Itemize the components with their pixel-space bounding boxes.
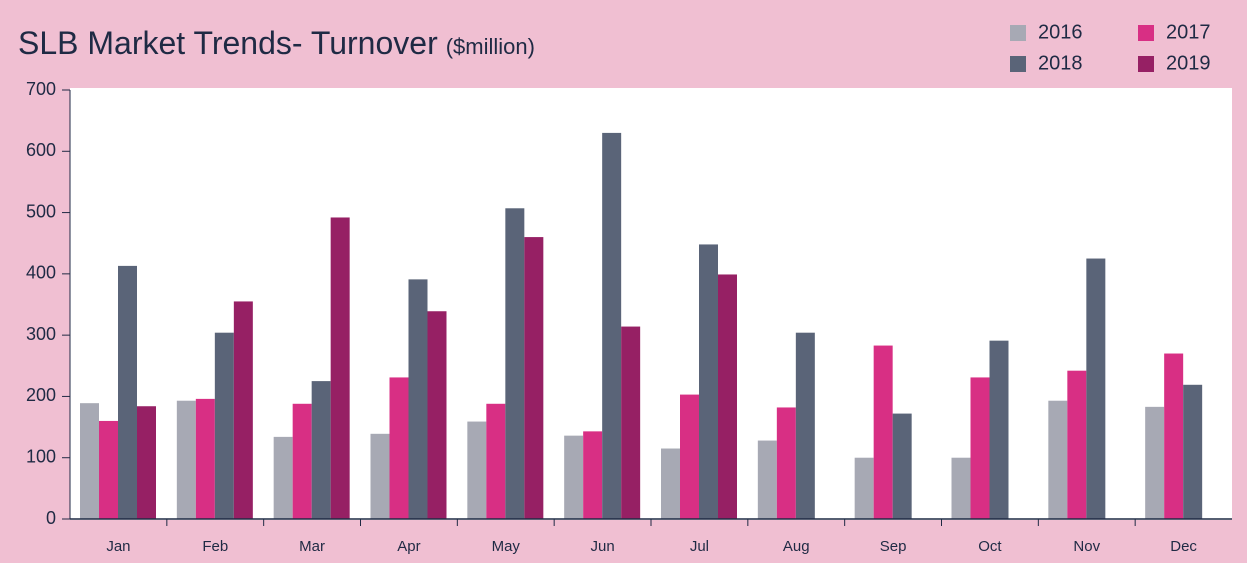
bar [1048, 400, 1068, 519]
legend-swatch [1010, 25, 1026, 41]
bar [795, 332, 815, 519]
x-tick-label: Sep [880, 538, 907, 555]
bar [99, 420, 118, 519]
bar [467, 421, 487, 519]
bar [970, 377, 990, 519]
y-tick-label: 100 [26, 446, 56, 466]
x-tick-label: Feb [202, 538, 228, 555]
y-tick-label: 700 [26, 79, 56, 99]
bar [524, 237, 544, 520]
bar [408, 279, 428, 519]
bar [292, 403, 312, 519]
plot-area [70, 88, 1232, 520]
y-tick-label: 500 [26, 201, 56, 221]
y-tick-label: 200 [26, 385, 56, 405]
x-tick-label: Jun [590, 538, 614, 555]
bar [564, 435, 584, 519]
bar [214, 332, 234, 519]
bar [621, 326, 641, 519]
bar [1164, 353, 1184, 519]
bar [1145, 406, 1165, 519]
bar [661, 448, 680, 519]
bar [1183, 384, 1203, 519]
bar [80, 403, 99, 519]
unit: ($million) [446, 34, 535, 59]
x-tick-label: May [492, 538, 521, 555]
bar [427, 311, 447, 519]
bar [195, 398, 215, 519]
bar [486, 403, 506, 519]
bar [137, 406, 156, 519]
bar [273, 436, 293, 519]
bar [989, 340, 1009, 519]
bar [118, 265, 137, 519]
legend-label: 2018 [1038, 52, 1083, 74]
y-tick-label: 400 [26, 263, 56, 283]
bar [505, 208, 525, 519]
x-tick-label: Mar [299, 538, 325, 555]
x-tick-label: Jul [690, 538, 709, 555]
bar [330, 217, 350, 519]
y-tick-label: 0 [46, 508, 56, 528]
x-tick-label: Oct [978, 538, 1002, 555]
legend-swatch [1138, 56, 1154, 72]
x-tick-label: Apr [397, 538, 420, 555]
bar [757, 440, 777, 519]
bar [776, 407, 796, 519]
y-tick-label: 600 [26, 140, 56, 160]
bar [602, 132, 622, 519]
chart-title: SLB Market Trends- Turnover [18, 25, 438, 61]
bar [370, 433, 390, 519]
legend-label: 2016 [1038, 21, 1083, 43]
bar [718, 274, 737, 519]
x-tick-label: Dec [1170, 538, 1197, 555]
bar [311, 381, 331, 519]
y-tick-label: 300 [26, 324, 56, 344]
bar [680, 394, 699, 519]
x-tick-label: Jan [106, 538, 130, 555]
bar [699, 244, 718, 519]
legend-label: 2019 [1166, 52, 1211, 74]
bar [873, 345, 893, 519]
bar [854, 457, 874, 519]
legend-swatch [1010, 56, 1026, 72]
chart-title-group: SLB Market Trends- Turnover ($million) [18, 25, 535, 61]
bar [583, 431, 603, 519]
bar [1067, 370, 1087, 519]
bar [892, 413, 912, 519]
legend-label: 2017 [1166, 21, 1211, 43]
x-tick-label: Aug [783, 538, 810, 555]
bar [951, 457, 971, 519]
bar [233, 301, 253, 519]
bar [389, 377, 409, 519]
bar [176, 400, 196, 519]
x-tick-label: Nov [1073, 538, 1100, 555]
bar [1086, 258, 1106, 519]
legend-swatch [1138, 25, 1154, 41]
